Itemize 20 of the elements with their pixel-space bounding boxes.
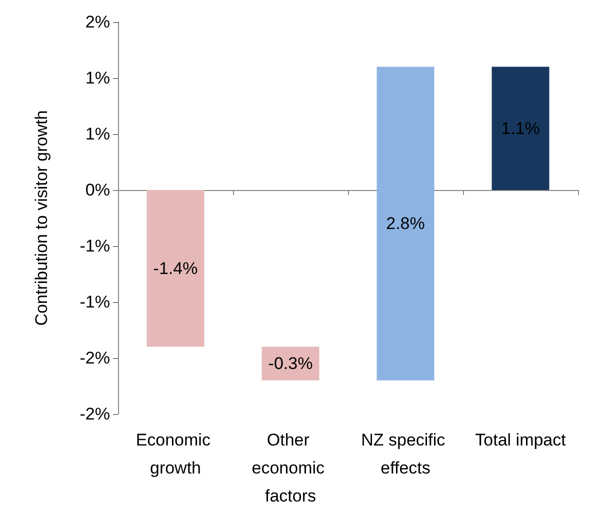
data-label: 1.1% — [501, 118, 540, 138]
y-tick-label: -2% — [80, 348, 110, 368]
y-tick-label: -1% — [80, 236, 110, 256]
y-axis-title: Contribution to visitor growth — [32, 110, 51, 326]
y-tick-label: 1% — [85, 68, 110, 88]
x-tick-label: NZ specific effects — [361, 430, 450, 478]
x-tick-label: Other economic factors — [252, 430, 330, 506]
x-tick-label: Total impact — [475, 430, 566, 450]
data-label: 2.8% — [386, 214, 425, 234]
data-label: -0.3% — [268, 354, 313, 374]
bar — [146, 190, 204, 347]
y-tick-label: 2% — [85, 12, 110, 32]
y-tick-label: 1% — [85, 124, 110, 144]
y-tick-label: -1% — [80, 292, 110, 312]
bar — [492, 66, 550, 190]
y-tick-label: -2% — [80, 404, 110, 424]
data-label: -1.4% — [153, 258, 198, 278]
bar — [376, 66, 434, 380]
y-tick-label: 0% — [85, 180, 110, 200]
x-tick-label: Economic growth — [136, 430, 216, 478]
